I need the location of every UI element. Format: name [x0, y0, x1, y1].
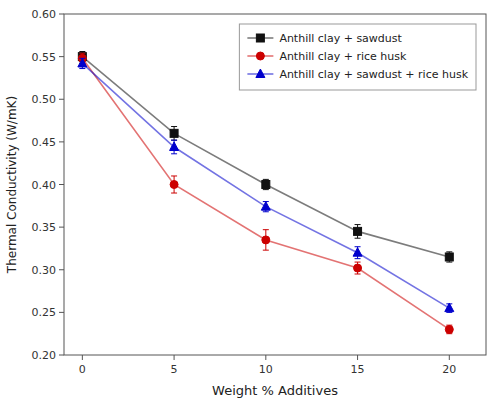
y-tick-label: 0.55 [32, 51, 57, 64]
error-bar [263, 230, 269, 250]
error-bar-cap [263, 250, 269, 251]
error-bar-cap [263, 179, 269, 180]
x-tick-label: 0 [79, 363, 86, 376]
x-tick [174, 355, 175, 360]
series-line [82, 63, 449, 308]
legend-box [239, 24, 476, 90]
y-tick-label: 0.40 [32, 179, 57, 192]
error-bar-cap [446, 262, 452, 263]
series-marker [262, 236, 270, 244]
x-axis-label: Weight % Additives [212, 383, 338, 398]
error-bar-cap [355, 224, 361, 225]
legend-swatch-marker [256, 52, 264, 60]
error-bar-cap [79, 51, 85, 52]
y-tick-label: 0.25 [32, 306, 57, 319]
error-bar-cap [171, 153, 177, 154]
y-tick [59, 56, 64, 57]
series-marker [261, 202, 270, 211]
series-marker [170, 129, 178, 137]
x-tick-label: 15 [351, 363, 365, 376]
x-tick [265, 355, 266, 360]
error-bar-cap [355, 258, 361, 259]
plot-background [64, 14, 486, 355]
legend-swatch-marker [256, 34, 264, 42]
error-bar [171, 127, 177, 141]
y-tick [59, 312, 64, 313]
x-tick-label: 5 [171, 363, 178, 376]
y-tick-label: 0.35 [32, 221, 57, 234]
error-bar [446, 252, 452, 262]
legend: Anthill clay + sawdust Anthill clay + ric… [239, 24, 476, 90]
series-marker [170, 181, 178, 189]
y-tick [59, 14, 64, 15]
x-tick [82, 355, 83, 360]
error-bar-cap [355, 274, 361, 275]
error-bar-cap [446, 251, 452, 252]
error-bar [263, 179, 269, 189]
x-tick [449, 355, 450, 360]
y-tick [59, 269, 64, 270]
y-tick [59, 99, 64, 100]
series-marker [445, 253, 453, 261]
legend-label: Anthill clay + sawdust [279, 32, 402, 45]
x-tick [357, 355, 358, 360]
error-bar [355, 225, 361, 239]
plot-frame [64, 14, 486, 355]
x-tick-label: 20 [442, 363, 456, 376]
error-bar [171, 176, 177, 193]
series-line [82, 58, 449, 329]
series-marker [354, 264, 362, 272]
error-bar-cap [171, 193, 177, 194]
y-tick-label: 0.45 [32, 136, 57, 149]
error-bar-cap [263, 229, 269, 230]
series-marker [445, 303, 454, 312]
series-marker [262, 181, 270, 189]
error-bar-cap [171, 140, 177, 141]
y-tick [59, 227, 64, 228]
series-marker [354, 227, 362, 235]
error-bar-cap [263, 211, 269, 212]
y-tick [59, 141, 64, 142]
error-bar-cap [171, 175, 177, 176]
y-tick [59, 355, 64, 356]
y-tick-label: 0.50 [32, 93, 57, 106]
y-tick-label: 0.60 [32, 8, 57, 21]
y-tick [59, 184, 64, 185]
error-bar-cap [79, 53, 85, 54]
legend-label: Anthill clay + rice husk [279, 50, 407, 63]
error-bar-cap [263, 189, 269, 190]
plot-data [78, 52, 454, 334]
legend-swatch-marker [256, 69, 265, 78]
error-bar [446, 325, 452, 334]
y-axis-label: Thermal Conductivity (W/mK) [5, 96, 19, 274]
error-bar-cap [79, 68, 85, 69]
series-marker [445, 325, 453, 333]
error-bar-cap [171, 126, 177, 127]
series-marker [353, 248, 362, 257]
series-marker [170, 142, 179, 151]
legend-label: Anthill clay + sawdust + rice husk [279, 68, 468, 81]
series-marker [78, 58, 87, 67]
y-tick-label: 0.30 [32, 264, 57, 277]
error-bar-cap [355, 238, 361, 239]
error-bar-cap [171, 140, 177, 141]
x-tick-label: 10 [259, 363, 273, 376]
error-bar-cap [355, 262, 361, 263]
y-tick-label: 0.20 [32, 349, 57, 362]
error-bar [355, 262, 361, 274]
